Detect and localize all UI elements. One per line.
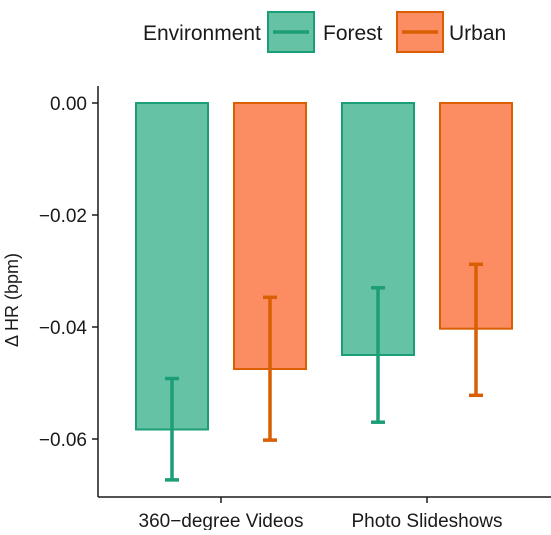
y-tick-label: −0.04 [39,318,88,339]
x-tick-label: Photo Slideshows [351,511,502,530]
plot-area: 0.00 −0.02 −0.04 −0.06 360−degree Videos Phot… [39,86,551,532]
y-axis-label: Δ HR (bpm) [2,253,22,347]
legend-label-forest: Forest [323,22,383,45]
y-tick-label: −0.02 [39,206,87,227]
y-tick-label: −0.06 [39,430,87,451]
x-tick-label: 360−degree Videos [139,511,304,530]
legend-label-urban: Urban [449,22,506,45]
legend-title: Environment [143,22,261,45]
y-tick-label: 0.00 [50,94,87,115]
bar-forest-0 [135,102,209,431]
legend: Environment Forest Urban [143,11,506,53]
